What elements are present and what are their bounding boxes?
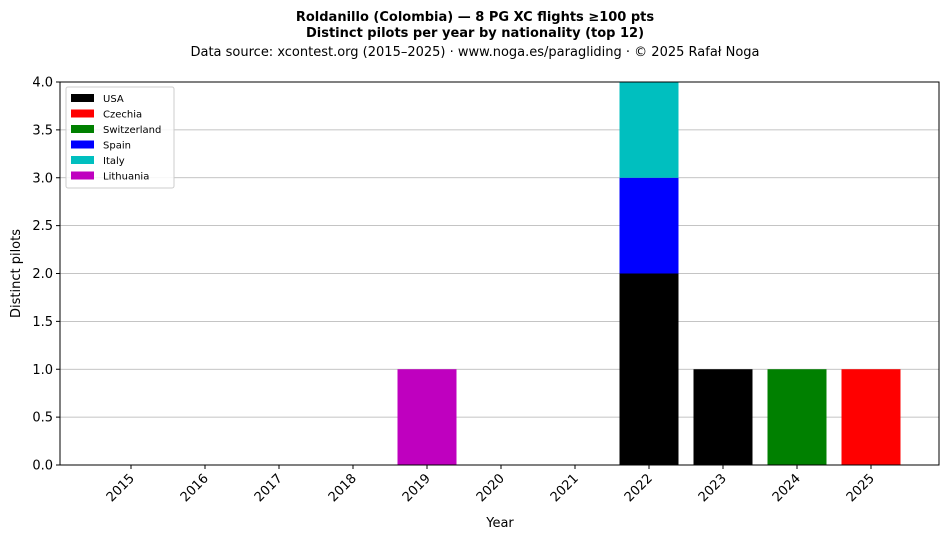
legend-swatch bbox=[71, 109, 94, 118]
x-tick-label: 2015 bbox=[104, 471, 138, 505]
legend-swatch bbox=[71, 125, 94, 133]
bar-segment bbox=[841, 369, 901, 465]
chart-title-line2: Distinct pilots per year by nationality … bbox=[306, 26, 644, 41]
y-tick-label: 3.0 bbox=[32, 171, 53, 186]
legend-label: Spain bbox=[103, 141, 131, 152]
legend-swatch bbox=[71, 171, 94, 180]
legend-label: Lithuania bbox=[103, 172, 149, 183]
x-tick-label: 2024 bbox=[770, 471, 804, 505]
x-tick-label: 2022 bbox=[622, 471, 656, 505]
x-tick-label: 2025 bbox=[844, 471, 878, 505]
x-tick-label: 2021 bbox=[548, 471, 582, 505]
x-tick-label: 2016 bbox=[178, 471, 212, 505]
bars bbox=[397, 82, 901, 465]
bar-segment bbox=[619, 273, 679, 465]
y-axis-label: Distinct pilots bbox=[9, 229, 24, 318]
legend-label: Italy bbox=[103, 156, 125, 167]
x-tick-label: 2017 bbox=[252, 471, 286, 505]
legend-swatch bbox=[71, 156, 94, 164]
legend-label: Czechia bbox=[103, 110, 142, 121]
bar-segment bbox=[767, 369, 827, 465]
chart-title-line1: Roldanillo (Colombia) — 8 PG XC flights … bbox=[296, 10, 655, 25]
legend: USA Czechia Switzerland Spain Italy Lithuania bbox=[65, 86, 175, 189]
grid-lines bbox=[60, 129, 939, 418]
x-tick-label: 2023 bbox=[696, 471, 730, 505]
bar-segment bbox=[619, 82, 679, 178]
legend-label: Switzerland bbox=[103, 125, 161, 136]
x-tick-label: 2020 bbox=[474, 471, 508, 505]
y-tick-label: 1.5 bbox=[32, 315, 53, 330]
y-tick-label: 2.0 bbox=[32, 267, 53, 282]
x-axis: 2015 2016 2017 2018 2019 2020 2021 2022 2023 2024… bbox=[104, 465, 878, 505]
y-tick-label: 0.0 bbox=[32, 459, 53, 474]
y-tick-label: 4.0 bbox=[32, 76, 53, 91]
x-tick-label: 2018 bbox=[326, 471, 360, 505]
y-tick-label: 1.0 bbox=[32, 363, 53, 378]
x-axis-label: Year bbox=[485, 516, 514, 531]
legend-swatch bbox=[71, 140, 94, 149]
legend-swatch bbox=[71, 94, 94, 102]
bar-segment bbox=[693, 369, 753, 465]
x-tick-label: 2019 bbox=[400, 471, 434, 505]
y-tick-label: 0.5 bbox=[32, 411, 53, 426]
y-tick-label: 3.5 bbox=[32, 123, 53, 138]
legend-label: USA bbox=[103, 94, 124, 105]
y-tick-label: 2.5 bbox=[32, 219, 53, 234]
y-axis: 0.0 0.5 1.0 1.5 2.0 2.5 3.0 3.5 4.0 bbox=[32, 76, 60, 474]
chart-subtitle: Data source: xcontest.org (2015–2025) · … bbox=[190, 45, 759, 60]
bar-segment bbox=[619, 177, 679, 274]
bar-segment bbox=[397, 369, 457, 465]
